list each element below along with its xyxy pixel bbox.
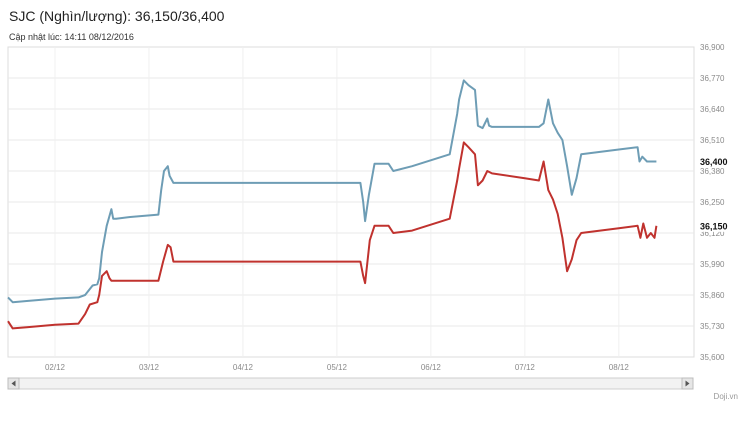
x-tick-label: 08/12 (609, 363, 630, 372)
x-tick-label: 07/12 (515, 363, 536, 372)
buy-price-line (7, 141, 658, 330)
y-tick-label: 36,510 (700, 136, 725, 145)
y-tick-label: 35,600 (700, 353, 725, 362)
y-tick-label: 36,380 (700, 167, 725, 176)
grid (8, 47, 694, 357)
x-tick-label: 03/12 (139, 363, 160, 372)
y-tick-label: 36,900 (700, 43, 725, 52)
last-value-label: 36,150 (700, 221, 728, 231)
chevron-left-icon (11, 380, 16, 387)
x-tick-label: 02/12 (45, 363, 66, 372)
update-time: Cập nhật lúc: 14:11 08/12/2016 (9, 32, 134, 42)
x-axis: 02/12 03/12 04/12 05/12 06/12 07/12 08/12 (45, 363, 629, 372)
y-tick-label: 35,990 (700, 260, 725, 269)
y-tick-label: 36,250 (700, 198, 725, 207)
y-tick-label: 35,860 (700, 291, 725, 300)
last-value-labels: 36,400 36,150 (697, 155, 737, 232)
navigator-track[interactable] (7, 377, 694, 390)
x-tick-label: 04/12 (233, 363, 254, 372)
last-value-bg (697, 155, 737, 168)
y-tick-label: 36,120 (700, 229, 725, 238)
x-tick-label: 05/12 (327, 363, 348, 372)
chevron-right-icon (685, 380, 690, 387)
y-axis: 36,900 36,770 36,640 36,510 36,380 36,250 36,1… (700, 43, 725, 362)
last-value-label: 36,400 (700, 157, 728, 167)
source-label: Doji.vn (713, 392, 738, 401)
series-lines (7, 79, 658, 330)
sell-price-line (7, 79, 657, 304)
y-tick-label: 36,770 (700, 74, 725, 83)
y-tick-label: 35,730 (700, 322, 725, 331)
chart-title: SJC (Nghìn/lượng): 36,150/36,400 (9, 8, 225, 24)
last-value-bg (697, 219, 737, 232)
y-tick-label: 36,640 (700, 105, 725, 114)
x-tick-label: 06/12 (421, 363, 442, 372)
